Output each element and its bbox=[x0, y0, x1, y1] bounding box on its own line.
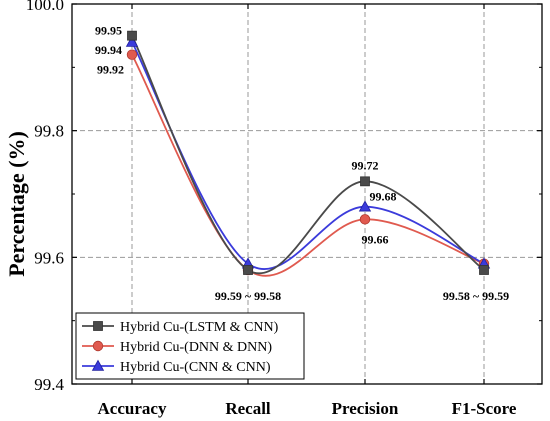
series-line-2 bbox=[131, 41, 485, 271]
legend-swatch-marker bbox=[91, 359, 105, 371]
y-tick-label: 99.4 bbox=[34, 375, 64, 394]
data-label: 99.95 bbox=[95, 24, 122, 38]
x-category-label: Accuracy bbox=[98, 399, 167, 418]
data-point bbox=[243, 265, 253, 275]
y-tick-label: 99.6 bbox=[34, 248, 64, 267]
series-markers bbox=[125, 30, 491, 276]
data-label: 99.66 bbox=[362, 232, 389, 246]
data-point bbox=[358, 200, 372, 212]
data-labels: 99.95 99.94 99.92 99.59 ~ 99.58 99.72 99.68 99… bbox=[95, 24, 509, 303]
y-axis-label: Percentage (%) bbox=[4, 131, 29, 277]
series-line-0 bbox=[131, 35, 485, 274]
legend-swatch-marker bbox=[92, 340, 104, 352]
data-label: 99.94 bbox=[95, 43, 122, 57]
y-tick-label: 99.8 bbox=[34, 122, 64, 141]
data-point bbox=[125, 35, 139, 47]
x-category-label: Precision bbox=[332, 399, 399, 418]
data-label: 99.92 bbox=[97, 63, 124, 77]
series-lines bbox=[131, 35, 485, 277]
legend-entry: Hybrid Cu-(DNN & DNN) bbox=[120, 340, 272, 355]
data-point bbox=[126, 49, 138, 60]
data-point bbox=[360, 176, 370, 187]
legend: Hybrid Cu-(LSTM & CNN) Hybrid Cu-(DNN & D… bbox=[75, 312, 305, 380]
data-point bbox=[127, 30, 137, 41]
data-label: 99.59 ~ 99.58 bbox=[215, 289, 281, 303]
legend-entry: Hybrid Cu-(LSTM & CNN) bbox=[120, 320, 279, 335]
data-point bbox=[479, 265, 489, 275]
x-category-label: Recall bbox=[225, 399, 271, 418]
axis-ticks: 99.4 99.6 99.8 100.0 Accuracy Recall Precision… bbox=[26, 0, 542, 418]
x-category-label: F1-Score bbox=[452, 399, 517, 418]
data-point bbox=[359, 214, 371, 225]
data-label: 99.58 ~ 99.59 bbox=[443, 289, 509, 303]
legend-swatch-marker bbox=[93, 321, 103, 331]
legend-entry: Hybrid Cu-(CNN & CNN) bbox=[120, 360, 271, 375]
series-line-1 bbox=[131, 54, 485, 277]
data-label: 99.68 bbox=[370, 190, 397, 204]
y-tick-label: 100.0 bbox=[26, 0, 64, 14]
data-label: 99.72 bbox=[352, 158, 379, 172]
